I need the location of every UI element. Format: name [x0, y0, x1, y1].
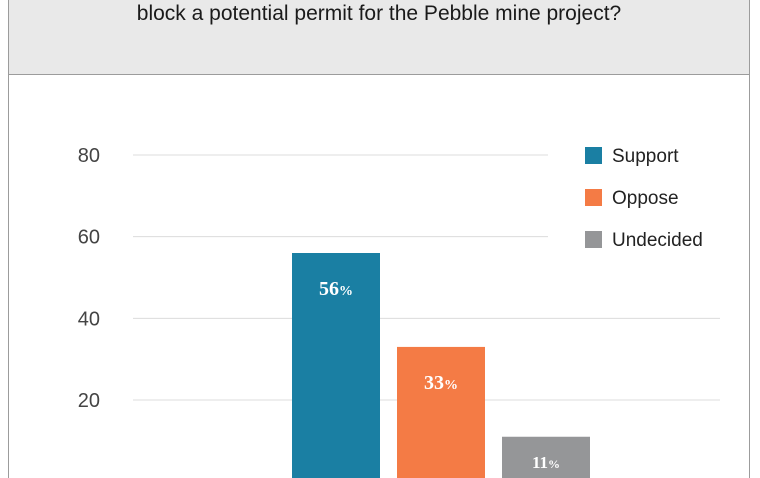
- legend: Support Oppose Undecided: [585, 146, 703, 251]
- legend-label-oppose: Oppose: [612, 188, 679, 209]
- y-tick-labels: 20 40 60 80: [78, 145, 100, 412]
- y-tick-label: 40: [78, 308, 100, 330]
- legend-swatch-support: [585, 147, 602, 164]
- bars: 56% 33% 11%: [292, 253, 590, 478]
- y-tick-label: 80: [78, 145, 100, 167]
- bar-support: [292, 253, 380, 478]
- data-label-oppose: 33%: [424, 372, 458, 394]
- legend-label-undecided: Undecided: [612, 230, 703, 251]
- bar-oppose: [397, 346, 485, 478]
- data-label-support: 56%: [319, 278, 353, 300]
- legend-swatch-oppose: [585, 189, 602, 206]
- chart-header: block a potential permit for the Pebble …: [9, 0, 749, 75]
- legend-swatch-undecided: [585, 231, 602, 248]
- legend-label-support: Support: [612, 146, 679, 167]
- bar-undecided: [502, 436, 590, 478]
- y-tick-label: 20: [78, 390, 100, 412]
- y-tick-label: 60: [78, 227, 100, 249]
- data-label-undecided: 11%: [532, 453, 560, 472]
- chart-question: block a potential permit for the Pebble …: [136, 2, 622, 25]
